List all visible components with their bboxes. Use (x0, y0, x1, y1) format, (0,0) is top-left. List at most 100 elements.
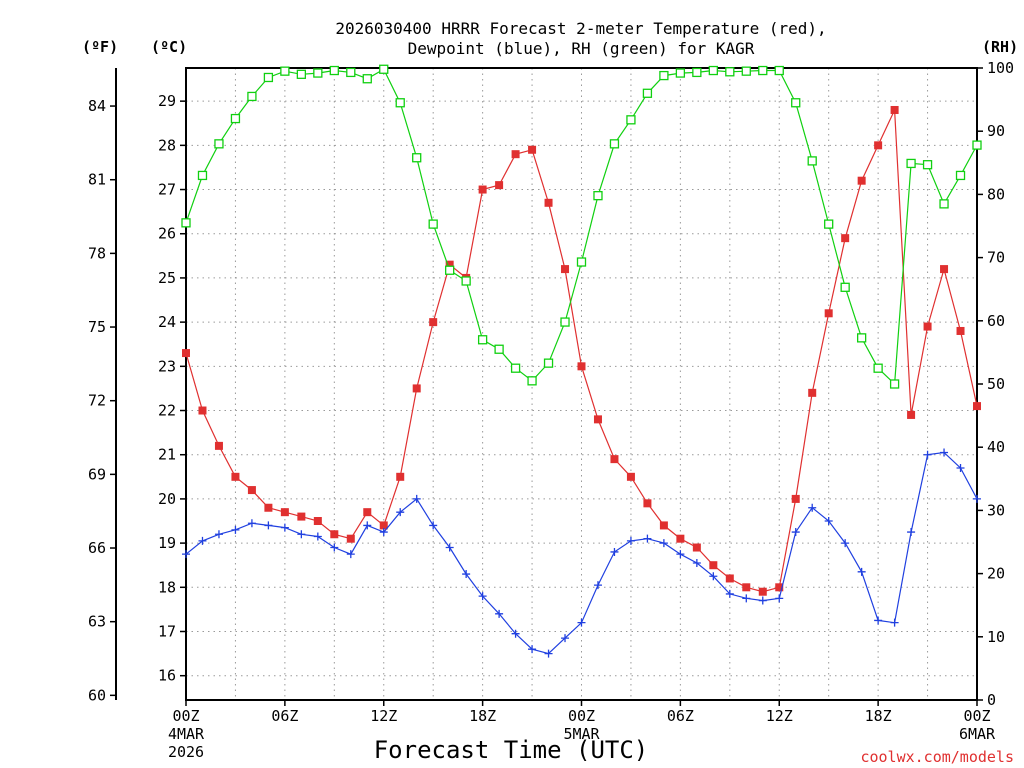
time-tick-label: 06Z (667, 707, 694, 725)
celsius-tick-label: 21 (158, 446, 176, 464)
dewpoint-point (412, 494, 421, 503)
temperature-point (511, 150, 520, 159)
rh-point (247, 91, 257, 102)
dewpoint-point (956, 463, 965, 472)
rh-tick-label: 90 (987, 122, 1005, 140)
rh-point (560, 317, 570, 327)
celsius-tick-label: 22 (158, 402, 176, 420)
temperature-point (495, 181, 504, 190)
temperature-point (791, 494, 800, 503)
rh-point (741, 66, 751, 76)
temperature-point (841, 234, 850, 243)
dewpoint-point (610, 547, 619, 556)
rh-point (675, 68, 686, 78)
fahrenheit-tick-label: 63 (88, 613, 106, 631)
rh-tick-label: 40 (987, 438, 1005, 456)
fahrenheit-tick-label: 84 (88, 97, 106, 115)
dewpoint-point (940, 448, 949, 457)
rh-point (527, 376, 537, 386)
fahrenheit-tick-label: 78 (88, 244, 106, 262)
celsius-tick-label: 25 (158, 269, 176, 287)
celsius-tick-label: 16 (158, 667, 176, 685)
rh-point (807, 156, 817, 166)
rh-point (197, 170, 208, 181)
temperature-point (363, 508, 372, 517)
temperature-point (956, 326, 965, 335)
dewpoint-point (758, 596, 767, 605)
rh-point (840, 282, 850, 292)
dewpoint-point (857, 567, 866, 576)
temperature-point (297, 512, 306, 521)
dewpoint-point (973, 494, 981, 503)
celsius-tick-label: 27 (158, 181, 176, 199)
temperature-point (610, 455, 619, 464)
temperature-point (412, 384, 421, 393)
temperature-point (676, 534, 685, 543)
time-tick-label: 06Z (271, 707, 298, 725)
dewpoint-point (725, 589, 734, 598)
fahrenheit-tick-label: 72 (88, 392, 106, 410)
dewpoint-point (231, 525, 240, 534)
dewpoint-point (495, 609, 504, 618)
time-tick-label: 00Z (568, 707, 595, 725)
temperature-point (330, 530, 339, 539)
temperature-point (396, 472, 405, 481)
dewpoint-point (626, 536, 635, 545)
rh-point (955, 170, 966, 181)
dewpoint-point (363, 521, 372, 530)
rh-point (725, 67, 735, 77)
temperature-point (709, 561, 718, 570)
celsius-tick-label: 28 (158, 136, 176, 154)
temperature-point (528, 145, 537, 154)
temperature-point (313, 517, 322, 526)
time-tick-date: 4MAR (168, 725, 205, 743)
celsius-tick-label: 29 (158, 92, 176, 110)
dewpoint-point (824, 517, 833, 526)
rh-point (395, 98, 405, 108)
dewpoint-point (182, 550, 190, 559)
rh-tick-label: 0 (987, 691, 996, 709)
temperature-point (214, 441, 223, 450)
temperature-point (692, 543, 701, 552)
rh-point (692, 67, 702, 78)
rh-point (445, 265, 455, 275)
temperature-point (940, 265, 949, 274)
time-tick-date: 5MAR (563, 725, 600, 743)
rh-point (626, 115, 636, 125)
temperature-point (478, 185, 487, 194)
temperature-point (280, 508, 289, 517)
rh-point (494, 344, 504, 354)
rh-point (922, 160, 933, 170)
rh-point (181, 218, 191, 228)
rh-tick-label: 70 (987, 249, 1005, 267)
temperature-point (247, 486, 256, 495)
rh-point (593, 191, 603, 201)
time-tick-label: 00Z (963, 707, 990, 725)
temperature-point (544, 198, 553, 207)
time-tick-label: 18Z (865, 707, 892, 725)
rh-point (329, 65, 339, 76)
rh-tick-label: 30 (987, 501, 1005, 519)
dewpoint-point (775, 594, 784, 603)
dewpoint-point (874, 616, 883, 625)
temperature-point (923, 322, 932, 331)
temperature-point (593, 415, 602, 424)
fahrenheit-unit-label: (ºF) (82, 38, 118, 56)
fahrenheit-tick-label: 60 (88, 686, 106, 704)
rh-point (708, 65, 718, 76)
fahrenheit-tick-label: 75 (88, 318, 106, 336)
dewpoint-point (313, 532, 322, 541)
temperature-point (775, 583, 784, 592)
rh-point (263, 72, 274, 83)
dewpoint-point (709, 572, 718, 581)
rh-point (856, 333, 867, 343)
temperature-point (874, 141, 883, 150)
celsius-tick-label: 24 (158, 313, 176, 331)
rh-tick-label: 60 (987, 312, 1005, 330)
rh-point (576, 257, 587, 267)
temperature-point (561, 265, 570, 274)
dewpoint-point (462, 570, 471, 579)
time-tick-label: 12Z (766, 707, 793, 725)
rh-point (379, 64, 389, 74)
